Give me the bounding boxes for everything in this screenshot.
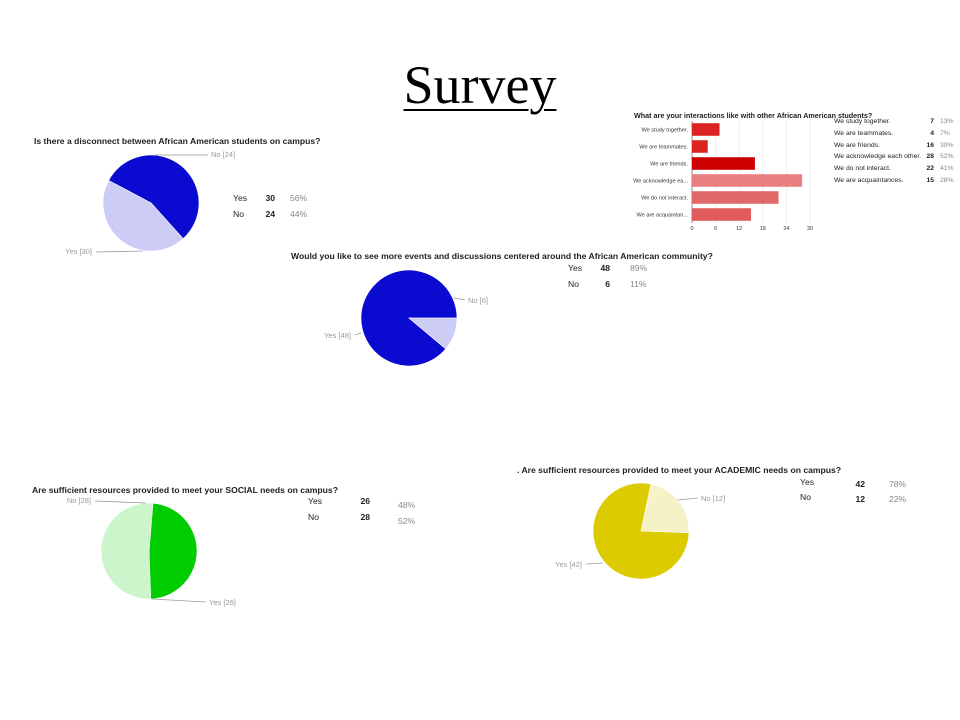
q1-row-yes-count: 30: [265, 193, 275, 203]
q1-row-no-percent: 44%: [290, 209, 308, 219]
q5-table-percent: 52%: [940, 153, 954, 161]
q4-row-no-percent: 22%: [889, 494, 907, 504]
q3-slice-no: [100, 502, 154, 600]
q3-callout-line-yes: [151, 598, 207, 603]
q5-table-count: 15: [926, 177, 934, 184]
q4-row-yes-count: 42: [855, 479, 865, 489]
q5-table-count: 7: [930, 118, 934, 125]
q5-table-percent: 7%: [940, 129, 950, 137]
q5-table-label: We do not interact.: [834, 165, 891, 173]
q5-xtick-label: 30: [807, 226, 813, 232]
q5-category-label: We are acquaintan...: [636, 213, 688, 219]
q5-table-count: 16: [926, 141, 934, 149]
q2-callout-no: No [6]: [468, 296, 488, 305]
q3-row-no-label: No: [308, 512, 319, 522]
q3-row-yes-label: Yes: [308, 496, 323, 506]
q2-slice-yes: [360, 269, 458, 367]
q3-slice-yes: [148, 502, 198, 600]
q2-row-no-label: No: [568, 279, 579, 289]
q1-slice-no: [102, 180, 184, 252]
q5-table-percent: 28%: [940, 177, 954, 184]
q1-callout-line-yes: [95, 250, 144, 253]
q3-row-yes-percent: 48%: [398, 500, 416, 510]
q1-row-no-count: 24: [265, 209, 275, 219]
q5-bar-4: [692, 174, 803, 187]
q2-callout-line-no: [453, 297, 466, 301]
q5-category-label: We are teammates.: [639, 145, 688, 151]
q5-table-percent: 13%: [940, 118, 954, 125]
q1-title: Is there a disconnect between African Am…: [34, 136, 321, 146]
q5-bar-2: [692, 140, 708, 153]
q1-callout-no: No [24]: [211, 150, 235, 159]
q1-row-yes-percent: 56%: [290, 193, 308, 203]
q4-callout-line-no: [676, 497, 699, 501]
q5-category-label: We acknowledge ea...: [633, 179, 688, 185]
q2-row-yes-label: Yes: [568, 263, 583, 273]
q4-row-yes-percent: 78%: [889, 479, 907, 489]
q2-slice-no: [408, 317, 458, 350]
q5-xtick-label: 24: [783, 226, 789, 232]
q5-table-percent: 30%: [940, 141, 954, 149]
q3-row-no-percent: 52%: [398, 516, 416, 526]
q2-row-yes-count: 48: [600, 263, 610, 273]
q3-row-no-count: 28: [360, 512, 370, 522]
q1-callout-yes: Yes [30]: [65, 247, 92, 256]
q2-title: Would you like to see more events and di…: [291, 251, 713, 261]
q4-callout-line-yes: [585, 562, 604, 565]
q5-table-percent: 41%: [940, 165, 954, 173]
q2-callout-yes: Yes [48]: [324, 331, 351, 340]
q4-title: . Are sufficient resources provided to m…: [517, 465, 842, 475]
q2-row-no-percent: 11%: [630, 279, 647, 289]
q5-xtick-label: 12: [736, 226, 742, 232]
q5-category-label: We do not interact.: [641, 196, 688, 202]
q5-table-label: We are teammates.: [834, 129, 894, 137]
q3-callout-line-no: [94, 500, 147, 504]
q2-row-yes-percent: 89%: [630, 263, 648, 273]
q2-row-no-count: 6: [605, 279, 610, 289]
q4-slice-no: [640, 483, 690, 533]
q5-table-count: 4: [930, 129, 934, 137]
q4-row-no-label: No: [800, 492, 811, 502]
q5-xtick-label: 18: [760, 226, 766, 232]
q4-callout-yes: Yes [42]: [555, 560, 582, 569]
q5-table-label: We acknowledge each other.: [834, 153, 922, 161]
q1-row-no-label: No: [233, 209, 244, 219]
q3-callout-yes: Yes [26]: [209, 598, 236, 607]
q3-title: Are sufficient resources provided to mee…: [32, 485, 338, 495]
q5-table-label: We study together.: [834, 118, 891, 125]
q4-row-no-count: 12: [855, 494, 865, 504]
q4-callout-no: No [12]: [701, 494, 725, 503]
q5-table-label: We are friends.: [834, 141, 880, 149]
q5-xtick-label: 0: [690, 226, 693, 232]
q4-slice-yes: [592, 482, 690, 580]
q3-callout-no: No [28]: [67, 496, 91, 505]
page-title: Survey: [403, 55, 557, 115]
q5-bar-6: [692, 208, 751, 221]
q5-bar-5: [692, 191, 779, 204]
q5-table-count: 28: [926, 153, 934, 161]
q5-xtick-label: 6: [714, 226, 717, 232]
q2-callout-line-yes: [354, 332, 362, 336]
q5-table-label: We are acquaintances.: [834, 177, 904, 184]
q5-bar-1: [692, 123, 720, 136]
q5-category-label: We study together.: [641, 128, 688, 134]
q5-bar-3: [692, 157, 755, 170]
q1-slice-yes: [108, 154, 200, 240]
q5-table-count: 22: [926, 165, 934, 173]
q1-row-yes-label: Yes: [233, 193, 248, 203]
q3-row-yes-count: 26: [360, 496, 370, 506]
q5-category-label: We are friends.: [650, 162, 688, 168]
q5-title: What are your interactions like with oth…: [634, 111, 873, 120]
q4-row-yes-label: Yes: [800, 477, 815, 487]
